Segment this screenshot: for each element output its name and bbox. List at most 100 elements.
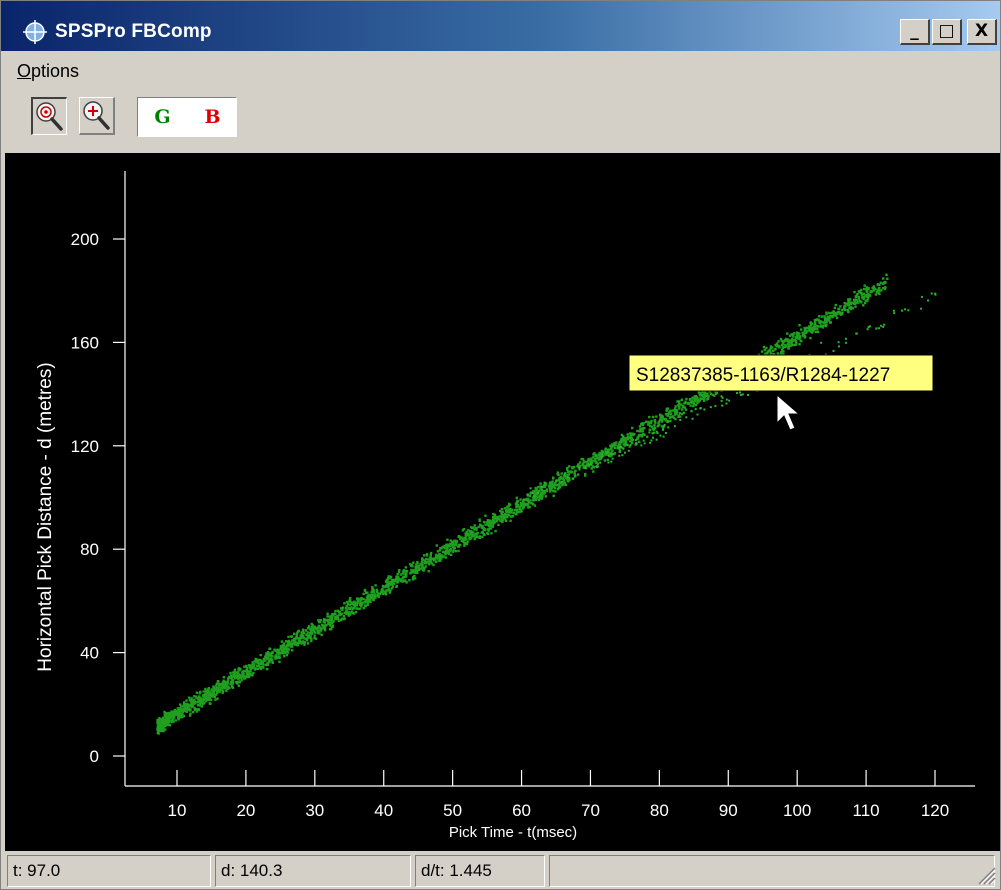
data-point: [680, 398, 683, 401]
data-point: [204, 697, 208, 701]
data-point: [216, 697, 219, 700]
data-point: [629, 432, 632, 435]
data-point: [207, 687, 210, 690]
data-point: [317, 619, 320, 622]
zoom-reset-button[interactable]: [31, 97, 67, 135]
data-point: [420, 563, 423, 566]
data-point: [202, 693, 205, 697]
data-point: [470, 535, 474, 538]
data-point: [869, 290, 872, 294]
close-button[interactable]: X: [967, 19, 997, 45]
data-point: [266, 657, 269, 660]
data-point: [701, 397, 704, 400]
data-point: [544, 483, 547, 487]
data-point: [864, 301, 867, 305]
data-point: [539, 494, 543, 498]
data-point: [259, 667, 263, 671]
menu-options[interactable]: Options: [17, 61, 79, 82]
data-point: [269, 653, 272, 656]
data-point: [678, 407, 681, 410]
data-point: [160, 724, 164, 728]
data-point: [389, 575, 393, 578]
data-point: [604, 447, 608, 450]
data-point: [241, 671, 244, 674]
toggle-bad-picks[interactable]: B: [204, 106, 221, 128]
data-point: [610, 460, 613, 463]
data-point: [354, 601, 358, 605]
data-point: [853, 291, 856, 294]
data-point: [500, 517, 503, 520]
data-point: [541, 495, 544, 498]
data-point: [413, 574, 416, 578]
data-point: [620, 438, 623, 441]
data-point: [197, 700, 200, 704]
data-point: [250, 667, 253, 670]
data-point: [672, 416, 676, 420]
x-tick-label: 50: [443, 801, 462, 820]
maximize-button[interactable]: □: [932, 19, 962, 45]
data-point: [614, 443, 617, 447]
data-point: [244, 670, 247, 673]
data-point: [467, 533, 470, 536]
resize-grip-icon[interactable]: [974, 863, 996, 885]
data-point: [836, 312, 839, 315]
data-point: [693, 397, 696, 400]
data-point: [596, 456, 600, 459]
data-point: [317, 626, 321, 629]
data-point: [668, 416, 672, 419]
data-point: [585, 463, 589, 466]
data-point: [664, 432, 667, 434]
data-point: [473, 528, 476, 531]
zoom-in-icon: [83, 101, 110, 130]
data-point: [694, 408, 697, 411]
data-point: [537, 490, 540, 493]
data-point: [570, 470, 573, 474]
data-point: [168, 713, 171, 716]
data-point: [809, 329, 812, 332]
data-point: [328, 615, 331, 618]
data-point: [468, 536, 471, 540]
title-bar[interactable]: SPSPro FBComp _ □ X: [1, 1, 1000, 51]
status-bar: t: 97.0 d: 140.3 d/t: 1.445: [1, 851, 1000, 889]
data-point: [810, 322, 814, 325]
data-point: [892, 309, 895, 312]
data-point: [380, 588, 383, 592]
toggle-good-picks[interactable]: G: [154, 106, 171, 128]
zoom-in-button[interactable]: [79, 97, 115, 135]
data-point: [807, 327, 811, 330]
data-point: [264, 654, 267, 658]
data-point: [162, 726, 165, 730]
data-point: [167, 720, 170, 723]
data-point: [440, 554, 443, 557]
data-point: [293, 643, 296, 646]
data-point: [481, 535, 484, 539]
data-point: [364, 601, 367, 604]
data-point: [291, 645, 294, 648]
data-point: [372, 589, 376, 592]
data-point: [157, 729, 160, 732]
data-point: [156, 718, 159, 722]
data-point: [526, 493, 529, 496]
plot-area[interactable]: 0 40 80 120 160 200 10 20 30 40 50 60 70 80 90 100 110 1…: [5, 153, 1000, 851]
data-point: [860, 288, 863, 292]
data-point: [551, 480, 554, 483]
minimize-button[interactable]: _: [900, 19, 930, 45]
data-point: [473, 537, 476, 541]
data-point: [397, 575, 400, 579]
data-point: [592, 466, 595, 469]
data-point: [167, 723, 170, 726]
y-axis-label: Horizontal Pick Distance - d (metres): [35, 362, 56, 671]
data-point: [884, 281, 887, 284]
data-point: [243, 665, 246, 668]
data-point: [540, 497, 544, 500]
data-point: [197, 697, 200, 700]
data-point: [222, 679, 225, 682]
data-point: [619, 442, 622, 446]
data-point: [234, 676, 238, 679]
data-point: [359, 601, 362, 604]
data-point: [616, 447, 619, 450]
data-point: [797, 337, 800, 340]
data-point: [809, 321, 812, 325]
data-point: [397, 570, 401, 574]
